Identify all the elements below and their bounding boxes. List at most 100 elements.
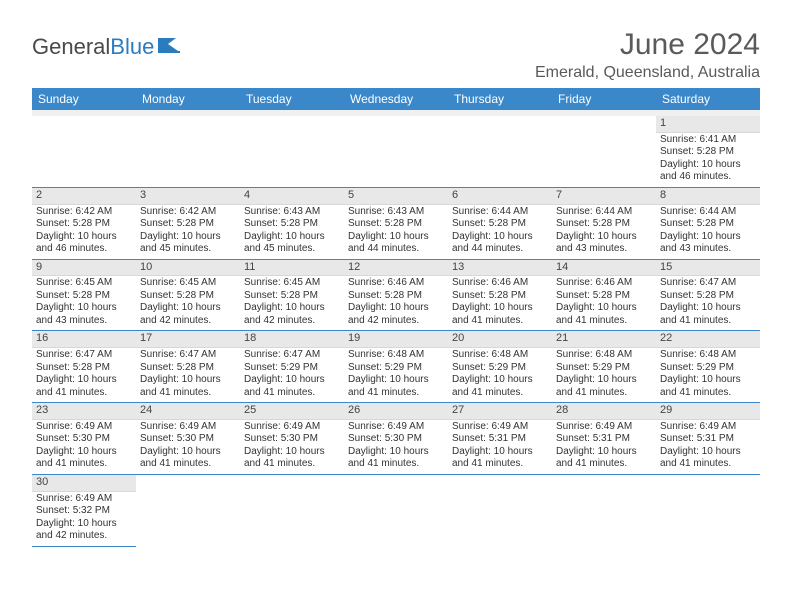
day-details: Sunrise: 6:42 AMSunset: 5:28 PMDaylight:… xyxy=(32,205,136,259)
day-number: 26 xyxy=(344,403,448,420)
brand-word2: Blue xyxy=(110,34,154,60)
day-number: 5 xyxy=(344,188,448,205)
day-number: 25 xyxy=(240,403,344,420)
day-number: 27 xyxy=(448,403,552,420)
day-number: 8 xyxy=(656,188,760,205)
calendar-cell: 12Sunrise: 6:46 AMSunset: 5:28 PMDayligh… xyxy=(344,259,448,331)
day-details: Sunrise: 6:43 AMSunset: 5:28 PMDaylight:… xyxy=(240,205,344,259)
day-details: Sunrise: 6:47 AMSunset: 5:28 PMDaylight:… xyxy=(656,276,760,330)
brand-word1: General xyxy=(32,34,110,60)
column-header: Thursday xyxy=(448,88,552,110)
calendar-cell: 30Sunrise: 6:49 AMSunset: 5:32 PMDayligh… xyxy=(32,474,136,546)
day-number: 29 xyxy=(656,403,760,420)
day-number: 21 xyxy=(552,331,656,348)
day-number: 2 xyxy=(32,188,136,205)
day-details: Sunrise: 6:49 AMSunset: 5:31 PMDaylight:… xyxy=(552,420,656,474)
day-number: 6 xyxy=(448,188,552,205)
day-number: 4 xyxy=(240,188,344,205)
brand-logo: GeneralBlue xyxy=(32,34,184,60)
day-number: 14 xyxy=(552,260,656,277)
day-details: Sunrise: 6:49 AMSunset: 5:30 PMDaylight:… xyxy=(344,420,448,474)
day-number: 9 xyxy=(32,260,136,277)
day-details: Sunrise: 6:46 AMSunset: 5:28 PMDaylight:… xyxy=(448,276,552,330)
day-details: Sunrise: 6:44 AMSunset: 5:28 PMDaylight:… xyxy=(656,205,760,259)
day-details: Sunrise: 6:48 AMSunset: 5:29 PMDaylight:… xyxy=(344,348,448,402)
calendar-cell: 8Sunrise: 6:44 AMSunset: 5:28 PMDaylight… xyxy=(656,187,760,259)
day-details: Sunrise: 6:42 AMSunset: 5:28 PMDaylight:… xyxy=(136,205,240,259)
column-header: Wednesday xyxy=(344,88,448,110)
calendar-cell: 13Sunrise: 6:46 AMSunset: 5:28 PMDayligh… xyxy=(448,259,552,331)
column-header: Tuesday xyxy=(240,88,344,110)
calendar-cell: 18Sunrise: 6:47 AMSunset: 5:29 PMDayligh… xyxy=(240,331,344,403)
calendar-cell: 28Sunrise: 6:49 AMSunset: 5:31 PMDayligh… xyxy=(552,403,656,475)
day-details: Sunrise: 6:48 AMSunset: 5:29 PMDaylight:… xyxy=(448,348,552,402)
day-number: 1 xyxy=(656,116,760,133)
day-number: 13 xyxy=(448,260,552,277)
calendar-cell: 4Sunrise: 6:43 AMSunset: 5:28 PMDaylight… xyxy=(240,187,344,259)
calendar-cell: 20Sunrise: 6:48 AMSunset: 5:29 PMDayligh… xyxy=(448,331,552,403)
day-number: 28 xyxy=(552,403,656,420)
calendar-cell: 14Sunrise: 6:46 AMSunset: 5:28 PMDayligh… xyxy=(552,259,656,331)
calendar-cell: 6Sunrise: 6:44 AMSunset: 5:28 PMDaylight… xyxy=(448,187,552,259)
day-details: Sunrise: 6:41 AMSunset: 5:28 PMDaylight:… xyxy=(656,133,760,187)
calendar-cell: 5Sunrise: 6:43 AMSunset: 5:28 PMDaylight… xyxy=(344,187,448,259)
calendar-cell: 23Sunrise: 6:49 AMSunset: 5:30 PMDayligh… xyxy=(32,403,136,475)
day-number: 12 xyxy=(344,260,448,277)
day-details: Sunrise: 6:46 AMSunset: 5:28 PMDaylight:… xyxy=(344,276,448,330)
calendar-cell: 27Sunrise: 6:49 AMSunset: 5:31 PMDayligh… xyxy=(448,403,552,475)
calendar-cell: 2Sunrise: 6:42 AMSunset: 5:28 PMDaylight… xyxy=(32,187,136,259)
calendar-cell: 26Sunrise: 6:49 AMSunset: 5:30 PMDayligh… xyxy=(344,403,448,475)
day-number: 23 xyxy=(32,403,136,420)
calendar-cell: 1Sunrise: 6:41 AMSunset: 5:28 PMDaylight… xyxy=(656,116,760,187)
day-details: Sunrise: 6:49 AMSunset: 5:32 PMDaylight:… xyxy=(32,492,136,546)
day-details: Sunrise: 6:49 AMSunset: 5:31 PMDaylight:… xyxy=(656,420,760,474)
day-number: 3 xyxy=(136,188,240,205)
day-number: 10 xyxy=(136,260,240,277)
calendar-cell: 22Sunrise: 6:48 AMSunset: 5:29 PMDayligh… xyxy=(656,331,760,403)
calendar-cell: 16Sunrise: 6:47 AMSunset: 5:28 PMDayligh… xyxy=(32,331,136,403)
day-details: Sunrise: 6:45 AMSunset: 5:28 PMDaylight:… xyxy=(32,276,136,330)
calendar-cell: 21Sunrise: 6:48 AMSunset: 5:29 PMDayligh… xyxy=(552,331,656,403)
calendar-cell: 17Sunrise: 6:47 AMSunset: 5:28 PMDayligh… xyxy=(136,331,240,403)
day-details: Sunrise: 6:49 AMSunset: 5:30 PMDaylight:… xyxy=(240,420,344,474)
day-details: Sunrise: 6:45 AMSunset: 5:28 PMDaylight:… xyxy=(240,276,344,330)
day-details: Sunrise: 6:45 AMSunset: 5:28 PMDaylight:… xyxy=(136,276,240,330)
day-number: 19 xyxy=(344,331,448,348)
column-header: Monday xyxy=(136,88,240,110)
day-number: 24 xyxy=(136,403,240,420)
day-details: Sunrise: 6:49 AMSunset: 5:31 PMDaylight:… xyxy=(448,420,552,474)
day-number: 30 xyxy=(32,475,136,492)
calendar-cell: 25Sunrise: 6:49 AMSunset: 5:30 PMDayligh… xyxy=(240,403,344,475)
day-details: Sunrise: 6:48 AMSunset: 5:29 PMDaylight:… xyxy=(552,348,656,402)
calendar-cell: 11Sunrise: 6:45 AMSunset: 5:28 PMDayligh… xyxy=(240,259,344,331)
day-details: Sunrise: 6:49 AMSunset: 5:30 PMDaylight:… xyxy=(136,420,240,474)
day-number: 18 xyxy=(240,331,344,348)
calendar-cell: 7Sunrise: 6:44 AMSunset: 5:28 PMDaylight… xyxy=(552,187,656,259)
calendar-cell: 10Sunrise: 6:45 AMSunset: 5:28 PMDayligh… xyxy=(136,259,240,331)
calendar-cell: 29Sunrise: 6:49 AMSunset: 5:31 PMDayligh… xyxy=(656,403,760,475)
day-number: 15 xyxy=(656,260,760,277)
day-details: Sunrise: 6:44 AMSunset: 5:28 PMDaylight:… xyxy=(448,205,552,259)
column-header: Friday xyxy=(552,88,656,110)
day-details: Sunrise: 6:44 AMSunset: 5:28 PMDaylight:… xyxy=(552,205,656,259)
day-details: Sunrise: 6:46 AMSunset: 5:28 PMDaylight:… xyxy=(552,276,656,330)
day-number: 22 xyxy=(656,331,760,348)
calendar-cell: 24Sunrise: 6:49 AMSunset: 5:30 PMDayligh… xyxy=(136,403,240,475)
calendar-cell: 9Sunrise: 6:45 AMSunset: 5:28 PMDaylight… xyxy=(32,259,136,331)
flag-icon xyxy=(158,34,184,60)
day-number: 7 xyxy=(552,188,656,205)
day-details: Sunrise: 6:47 AMSunset: 5:29 PMDaylight:… xyxy=(240,348,344,402)
column-header: Sunday xyxy=(32,88,136,110)
calendar-cell: 15Sunrise: 6:47 AMSunset: 5:28 PMDayligh… xyxy=(656,259,760,331)
day-number: 16 xyxy=(32,331,136,348)
day-details: Sunrise: 6:48 AMSunset: 5:29 PMDaylight:… xyxy=(656,348,760,402)
calendar-table: SundayMondayTuesdayWednesdayThursdayFrid… xyxy=(32,88,760,547)
day-details: Sunrise: 6:47 AMSunset: 5:28 PMDaylight:… xyxy=(32,348,136,402)
day-details: Sunrise: 6:43 AMSunset: 5:28 PMDaylight:… xyxy=(344,205,448,259)
day-number: 17 xyxy=(136,331,240,348)
calendar-cell: 19Sunrise: 6:48 AMSunset: 5:29 PMDayligh… xyxy=(344,331,448,403)
calendar-cell: 3Sunrise: 6:42 AMSunset: 5:28 PMDaylight… xyxy=(136,187,240,259)
page-title: June 2024 xyxy=(620,28,760,62)
location-text: Emerald, Queensland, Australia xyxy=(32,64,760,82)
day-details: Sunrise: 6:47 AMSunset: 5:28 PMDaylight:… xyxy=(136,348,240,402)
